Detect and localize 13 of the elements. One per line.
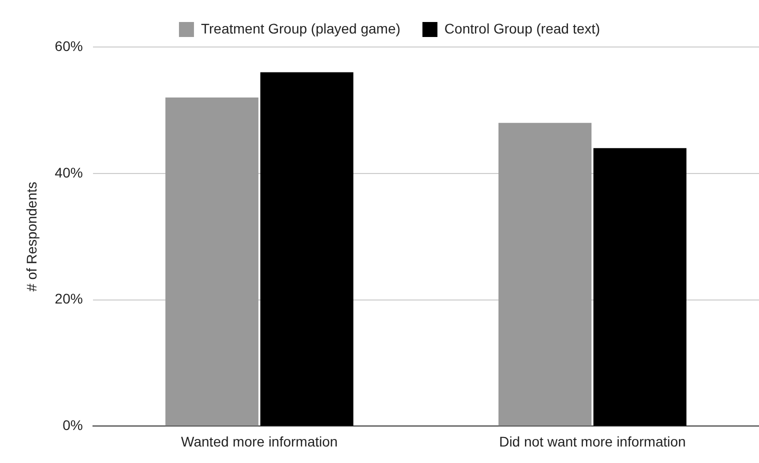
y-tick-label: 40% — [54, 164, 83, 180]
legend-label: Control Group (read text) — [444, 20, 600, 36]
x-tick-label: Did not want more information — [499, 433, 686, 450]
y-tick-label: 20% — [54, 290, 83, 307]
bar — [260, 72, 354, 426]
bar — [165, 98, 258, 426]
y-axis-title: # of Respondents — [23, 182, 40, 292]
bar — [593, 148, 686, 426]
y-tick-label: 60% — [54, 38, 83, 54]
bar — [498, 122, 592, 426]
y-tick-label: 0% — [62, 417, 83, 434]
legend-label: Treatment Group (played game) — [200, 20, 400, 36]
x-tick-label: Wanted more information — [181, 433, 338, 450]
